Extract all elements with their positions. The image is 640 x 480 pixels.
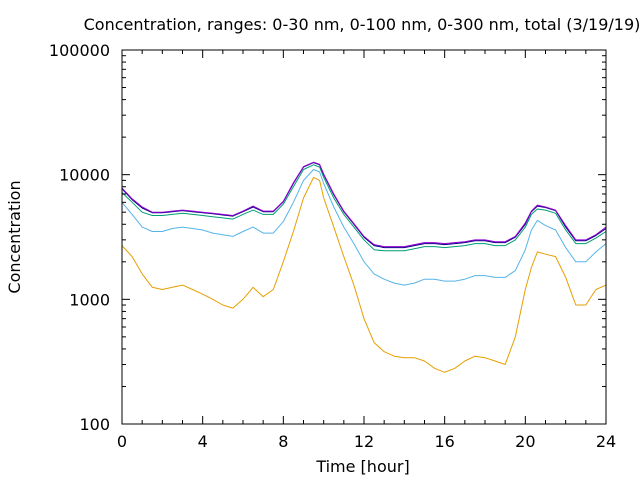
series-line-3 <box>121 164 607 252</box>
series-layer <box>121 161 607 373</box>
y-tick-label: 100000 <box>49 41 110 60</box>
series-line-1 <box>121 176 607 373</box>
tick-layer: 0 4 8 12 16 20 24 100 1000 10000 100000 <box>49 41 616 451</box>
x-tick-label: 12 <box>354 432 374 451</box>
x-tick-label: 8 <box>278 432 288 451</box>
chart-title: Concentration, ranges: 0-30 nm, 0-100 nm… <box>84 15 640 34</box>
x-tick-label: 24 <box>596 432 616 451</box>
y-tick-label: 100 <box>79 415 110 434</box>
y-tick-label: 1000 <box>69 290 110 309</box>
series-line-5 <box>121 161 607 248</box>
x-tick-label: 4 <box>198 432 208 451</box>
x-axis-label: Time [hour] <box>315 457 409 476</box>
series-line-2 <box>121 169 607 286</box>
y-tick-label: 10000 <box>59 166 110 185</box>
series-line-4 <box>121 162 607 249</box>
y-axis-label: Concentration <box>5 180 24 293</box>
x-tick-label: 20 <box>515 432 535 451</box>
x-tick-label: 16 <box>434 432 454 451</box>
x-tick-label: 0 <box>117 432 127 451</box>
